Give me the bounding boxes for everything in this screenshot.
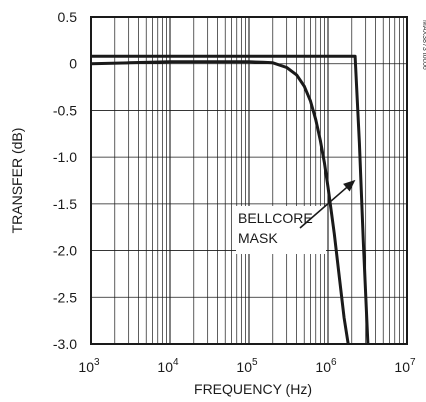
y-tick-label: -2.5	[53, 289, 77, 305]
annotation-arrowhead	[343, 179, 356, 192]
annotation-box	[236, 206, 326, 254]
x-tick-label: 105	[236, 357, 258, 375]
y-tick-label: -3.0	[53, 336, 77, 352]
annotation-text: MASK	[238, 230, 278, 246]
y-tick-label: 0.5	[58, 9, 78, 25]
figure-id: MAX3873 toc06	[421, 20, 426, 70]
x-tick-label: 104	[157, 357, 179, 375]
y-tick-label: -2.0	[53, 243, 77, 259]
annotation-text: BELLCORE	[238, 210, 313, 226]
y-tick-label: 0	[69, 56, 77, 72]
x-tick-label: 106	[315, 357, 337, 375]
bellcore-mask-line	[91, 54, 370, 345]
series-layer	[90, 54, 370, 345]
y-tick-label: -1.0	[53, 149, 77, 165]
y-tick-labels: 0.5 0 -0.5 -1.0 -1.5 -2.0 -2.5 -3.0	[53, 9, 77, 352]
x-axis-title: FREQUENCY (Hz)	[194, 381, 312, 397]
transfer-curve	[90, 60, 350, 345]
x-tick-label: 103	[78, 357, 100, 375]
annotation-bellcore-mask: BELLCORE MASK	[236, 179, 356, 254]
x-tick-labels: 103 104 105 106 107	[78, 357, 416, 375]
y-axis-title: TRANSFER (dB)	[9, 128, 25, 234]
annotation-arrow-line	[299, 186, 348, 229]
y-tick-label: -1.5	[53, 196, 77, 212]
x-tick-label: 107	[394, 357, 416, 375]
y-tick-label: -0.5	[53, 102, 77, 118]
plot-frame	[90, 16, 408, 345]
